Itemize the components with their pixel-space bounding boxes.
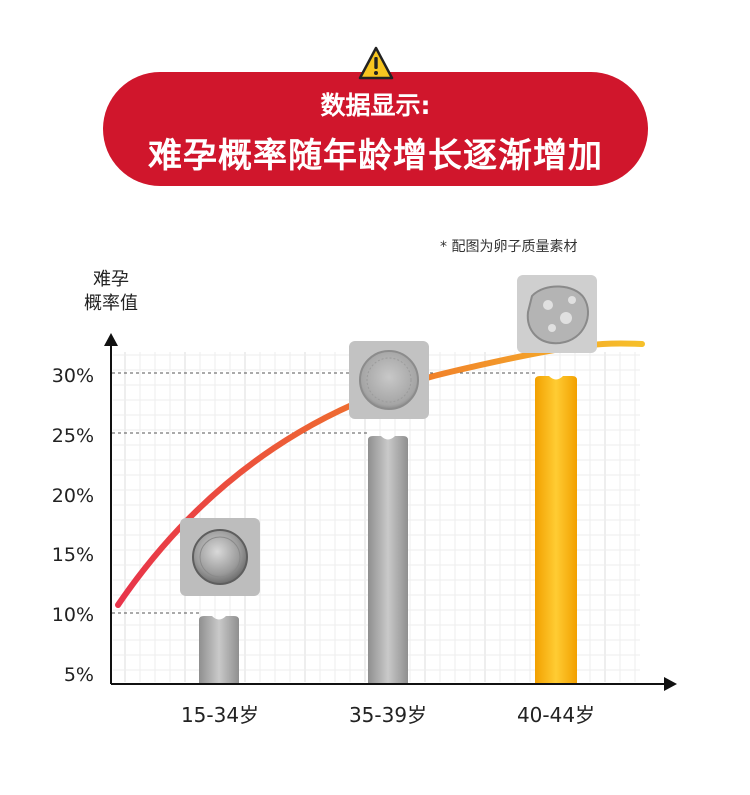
y-tick-label: 5% xyxy=(63,664,94,686)
y-tick-label: 10% xyxy=(51,604,94,626)
y-axis-label-line-1: 难孕 xyxy=(93,269,129,290)
x-category-label: 40-44岁 xyxy=(516,703,596,727)
y-tick-label: 25% xyxy=(51,425,94,447)
warning-icon xyxy=(358,46,394,80)
x-axis-arrow xyxy=(664,677,677,691)
y-axis-label-line-2: 概率值 xyxy=(84,293,138,314)
egg-image-2 xyxy=(349,341,429,419)
x-category-label: 15-34岁 xyxy=(180,703,260,727)
banner-line-2: 难孕概率随年龄增长逐渐增加 xyxy=(148,136,603,176)
bar-2 xyxy=(368,436,408,683)
headline-banner: 数据显示: 难孕概率随年龄增长逐渐增加 xyxy=(103,72,648,186)
bar-1 xyxy=(199,616,239,683)
y-axis-arrow xyxy=(104,333,118,346)
y-tick-label: 15% xyxy=(51,544,94,566)
y-tick-label: 30% xyxy=(51,365,94,387)
banner-line-1: 数据显示: xyxy=(320,91,431,120)
image-note: * 配图为卵子质量素材 xyxy=(440,239,578,255)
egg-image-1 xyxy=(180,518,260,596)
y-tick-label: 20% xyxy=(51,485,94,507)
bar-3 xyxy=(535,376,577,683)
y-axis-label: 难孕 概率值 xyxy=(66,268,156,316)
x-category-label: 35-39岁 xyxy=(348,703,428,727)
egg-image-3 xyxy=(517,275,597,353)
